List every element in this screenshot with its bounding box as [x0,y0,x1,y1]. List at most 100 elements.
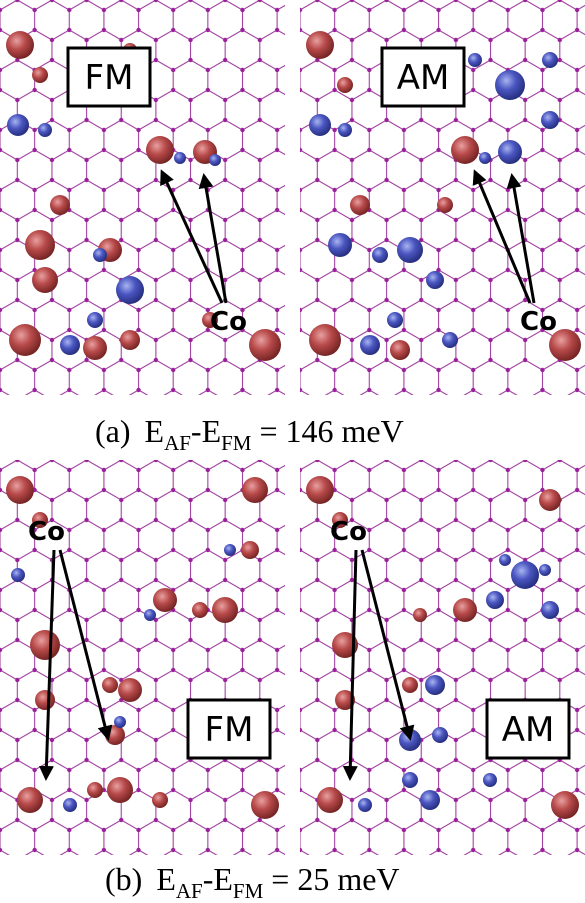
spin-up-density [32,67,48,83]
panel: FM Co [0,460,285,855]
atom-annotation: Co [210,307,247,337]
caption-text: = 25 meV [271,861,399,897]
spin-up-density [152,792,168,808]
spin-down-density [432,727,448,743]
caption-a: (a) EAF-EFM = 146 meV [95,413,404,455]
spin-up-density [50,195,70,215]
spin-down-density [495,70,525,100]
spin-down-density [63,798,77,812]
spin-up-density [6,31,34,59]
spin-down-density [425,675,445,695]
spin-down-density [483,773,497,787]
caption-sub: FM [221,431,252,455]
figure: FMCoAMCoFMCoAMCo (a) EAF-EFM= 146 meV (b… [0,0,585,903]
spin-down-density [499,554,511,566]
spin-down-density [479,152,491,164]
spin-up-density [107,777,133,803]
spin-up-density [317,787,343,813]
spin-down-density [116,276,144,304]
spin-up-density [337,77,353,93]
spin-up-density [437,197,453,213]
spin-down-density [468,53,482,67]
panel-label: AM [397,58,450,98]
spin-up-density [83,336,107,360]
caption-sub: FM [233,879,264,903]
spin-up-density [120,330,140,350]
spin-up-density [350,195,370,215]
spin-up-density [153,588,177,612]
spin-down-density [87,312,103,328]
caption-text: -E [191,413,221,449]
caption-tag: (a) [95,413,131,449]
spin-down-density [511,561,539,589]
panel-label: FM [205,710,254,750]
spin-up-density [30,630,60,660]
spin-up-density [453,598,477,622]
panel: AM Co [300,460,585,855]
spin-down-density [387,312,403,328]
caption-b: (b) EAF-EFM = 25 meV [105,861,400,903]
spin-up-density [306,31,334,59]
caption-text: -E [203,861,233,897]
spin-down-density [114,716,126,728]
spin-down-density [7,114,29,136]
caption-text: E [145,413,165,449]
caption-text: E [156,861,176,897]
caption-sub: AF [164,431,191,455]
caption-tag: (b) [105,861,142,897]
spin-up-density [87,782,103,798]
spin-down-density [60,335,80,355]
caption-text: = 146 meV [259,413,403,449]
spin-up-density [192,602,208,618]
panel: AM Co [300,0,585,395]
spin-down-density [174,152,186,164]
page: FMCoAMCoFMCoAMCo (a) EAF-EFM= 146 meV (b… [0,0,585,903]
spin-up-density [6,476,34,504]
spin-down-density [209,154,221,166]
atom-annotation: Co [28,517,65,547]
spin-down-density [358,798,372,812]
panel: FM Co [0,0,285,395]
spin-up-density [212,597,238,623]
spin-up-density [306,476,334,504]
spin-down-density [541,601,559,619]
spin-down-density [360,335,380,355]
spin-down-density [224,544,236,556]
spin-up-density [249,329,281,361]
spin-down-density [542,52,558,68]
spin-down-density [420,790,440,810]
spin-down-density [93,248,107,262]
spin-down-density [11,568,25,582]
spin-up-density [32,267,58,293]
spin-down-density [144,609,156,621]
spin-down-density [402,772,418,788]
spin-down-density [309,114,331,136]
spin-down-density [442,332,458,348]
spin-down-density [372,247,388,263]
spin-up-density [251,791,279,819]
spin-up-density [451,136,479,164]
spin-up-density [35,690,55,710]
spin-up-density [309,324,341,356]
panel-label: FM [85,58,134,98]
spin-up-density [241,541,259,559]
spin-down-density [539,564,551,576]
spin-down-density [38,123,52,137]
spin-up-density [390,340,410,360]
spin-up-density [402,677,418,693]
atom-annotation: Co [330,517,367,547]
spin-down-density [426,271,444,289]
spin-up-density [242,477,268,503]
spin-down-density [397,237,423,263]
panel-label: AM [502,710,555,750]
spin-up-density [146,136,174,164]
spin-up-density [25,230,55,260]
spin-up-density [539,489,561,511]
atom-annotation: Co [520,307,557,337]
spin-down-density [338,123,352,137]
spin-up-density [9,324,41,356]
caption-sub: AF [176,879,203,903]
spin-down-density [328,233,352,257]
spin-up-density [551,791,579,819]
spin-up-density [102,677,118,693]
